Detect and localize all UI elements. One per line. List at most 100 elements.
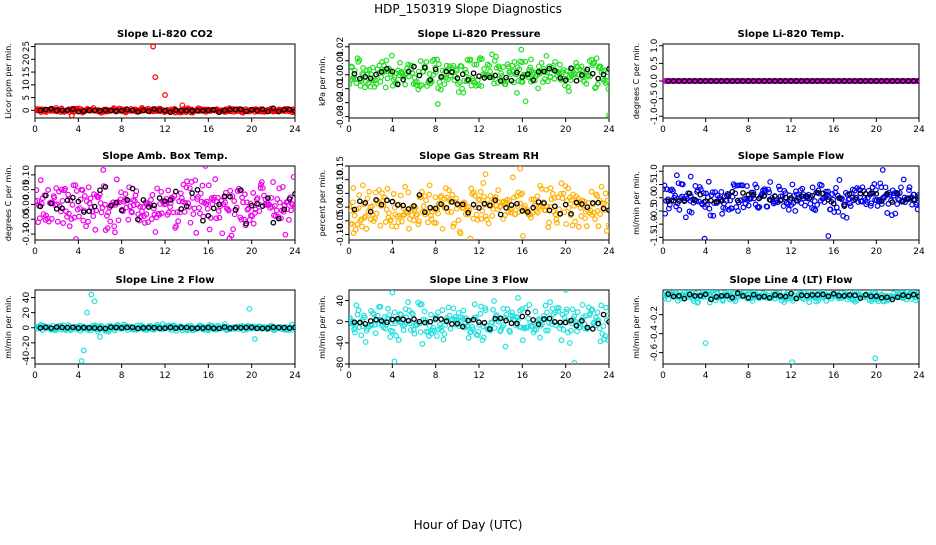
- data-point: [537, 334, 543, 341]
- x-tick-label: 12: [473, 247, 484, 257]
- summary-point: [557, 319, 564, 326]
- summary-point: [894, 294, 901, 301]
- data-point: [600, 323, 607, 330]
- outlier-point: [571, 360, 578, 364]
- summary-point: [568, 211, 574, 217]
- summary-point: [411, 316, 417, 323]
- outlier-point: [701, 235, 708, 240]
- data-point: [530, 196, 537, 203]
- summary-point: [852, 196, 858, 203]
- data-point: [561, 314, 568, 321]
- data-point: [436, 79, 443, 86]
- summary-point: [766, 78, 773, 84]
- outlier-point: [517, 166, 524, 172]
- data-point: [441, 331, 448, 337]
- summary-point: [384, 65, 390, 72]
- data-point: [439, 307, 446, 313]
- data-point: [572, 218, 579, 225]
- x-tick-label: 20: [871, 247, 883, 257]
- data-point: [491, 298, 497, 304]
- data-point: [434, 56, 441, 63]
- summary-point: [676, 198, 682, 204]
- summary-point: [541, 316, 547, 322]
- data-point: [498, 70, 504, 77]
- y-tick-label: -40: [336, 335, 346, 350]
- data-point: [268, 194, 275, 201]
- summary-point: [210, 205, 217, 212]
- summary-point: [873, 78, 880, 84]
- summary-point: [232, 106, 239, 113]
- summary-point: [503, 74, 509, 81]
- summary-point: [411, 203, 417, 209]
- summary-point: [200, 325, 206, 331]
- data-point: [377, 78, 384, 85]
- data-point: [402, 81, 409, 88]
- data-point: [133, 188, 140, 195]
- data-point: [440, 73, 446, 80]
- x-tick-label: 0: [32, 371, 38, 381]
- summary-point: [70, 106, 76, 113]
- summary-point: [124, 106, 130, 113]
- summary-point: [351, 319, 358, 326]
- summary-point: [237, 187, 244, 193]
- summary-point: [270, 105, 277, 112]
- data-point: [672, 192, 679, 199]
- summary-point: [514, 320, 520, 327]
- data-point: [388, 52, 395, 59]
- data-point: [122, 197, 128, 203]
- panel-title: Slope Li-820 Pressure: [417, 29, 540, 40]
- summary-point: [194, 107, 201, 114]
- summary-point: [265, 195, 271, 202]
- data-point: [522, 58, 529, 65]
- data-point: [87, 195, 94, 202]
- x-tick-label: 8: [745, 125, 751, 135]
- summary-point: [183, 324, 190, 331]
- summary-point: [562, 319, 569, 326]
- data-point: [421, 308, 428, 315]
- summary-point: [156, 107, 163, 114]
- x-tick-label: 4: [75, 125, 81, 135]
- summary-point: [91, 107, 98, 114]
- data-point: [183, 184, 190, 191]
- summary-point: [734, 197, 741, 204]
- data-point: [846, 200, 853, 207]
- data-point: [719, 210, 726, 217]
- data-point: [60, 220, 67, 226]
- y-tick-label: 0.5: [650, 56, 660, 70]
- outlier-point: [246, 305, 253, 312]
- summary-point: [724, 292, 730, 299]
- data-point: [495, 187, 502, 194]
- data-points: [349, 166, 609, 240]
- data-point: [500, 64, 507, 70]
- data-point: [203, 198, 210, 205]
- outlier-point: [252, 336, 258, 342]
- summary-point: [91, 325, 98, 331]
- data-point: [490, 306, 496, 313]
- y-tick-label: -20: [22, 335, 32, 350]
- summary-point: [248, 324, 255, 331]
- summary-point: [389, 198, 396, 205]
- summary-point: [97, 107, 103, 114]
- data-point: [127, 203, 133, 210]
- summary-point: [432, 66, 439, 73]
- summary-point: [53, 206, 60, 212]
- summary-point: [718, 198, 725, 204]
- x-tick-label: 0: [660, 125, 666, 135]
- data-point: [706, 205, 713, 212]
- data-point: [437, 86, 444, 93]
- summary-point: [411, 63, 417, 70]
- summary-point: [702, 198, 709, 205]
- panel-title: Slope Li-820 Temp.: [738, 29, 845, 40]
- summary-point: [286, 106, 293, 113]
- outlier-point: [389, 290, 396, 296]
- summary-point: [756, 294, 762, 300]
- panel-4: Slope Amb. Box Temp. 0 4 8 12 16 20 24 -0.10-0.0…: [4, 151, 301, 257]
- summary-point: [606, 207, 609, 214]
- summary-point: [777, 197, 784, 204]
- x-tick-label: 16: [828, 247, 840, 257]
- data-point: [505, 63, 512, 70]
- summary-point: [750, 191, 757, 198]
- data-point: [498, 326, 504, 333]
- data-point: [663, 296, 667, 303]
- summary-point: [254, 325, 260, 332]
